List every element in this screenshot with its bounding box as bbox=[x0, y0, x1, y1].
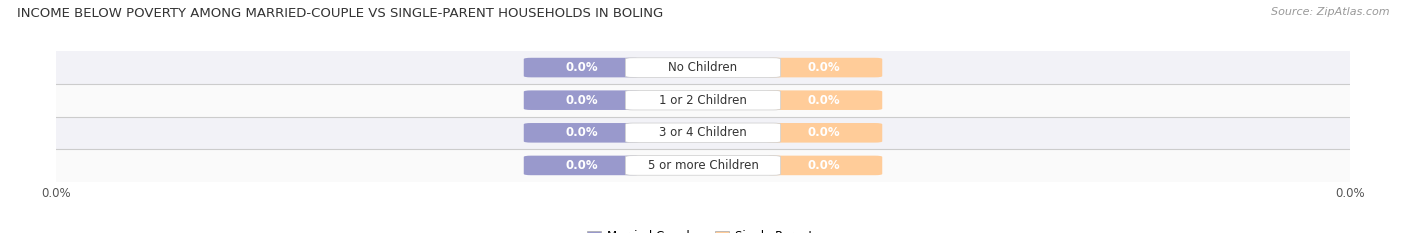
Text: 0.0%: 0.0% bbox=[565, 94, 599, 107]
FancyBboxPatch shape bbox=[524, 58, 640, 77]
Legend: Married Couples, Single Parents: Married Couples, Single Parents bbox=[582, 225, 824, 233]
Text: 1 or 2 Children: 1 or 2 Children bbox=[659, 94, 747, 107]
Text: 3 or 4 Children: 3 or 4 Children bbox=[659, 126, 747, 139]
Text: 0.0%: 0.0% bbox=[565, 159, 599, 172]
Text: 0.0%: 0.0% bbox=[807, 159, 841, 172]
Text: INCOME BELOW POVERTY AMONG MARRIED-COUPLE VS SINGLE-PARENT HOUSEHOLDS IN BOLING: INCOME BELOW POVERTY AMONG MARRIED-COUPL… bbox=[17, 7, 664, 20]
Bar bbox=[56, 84, 1350, 116]
Text: 0.0%: 0.0% bbox=[807, 126, 841, 139]
Text: 5 or more Children: 5 or more Children bbox=[648, 159, 758, 172]
Text: 0.0%: 0.0% bbox=[807, 94, 841, 107]
Bar bbox=[56, 51, 1350, 84]
FancyBboxPatch shape bbox=[766, 90, 882, 110]
FancyBboxPatch shape bbox=[766, 123, 882, 143]
Text: 0.0%: 0.0% bbox=[807, 61, 841, 74]
Bar bbox=[56, 149, 1350, 182]
FancyBboxPatch shape bbox=[524, 90, 640, 110]
Text: No Children: No Children bbox=[668, 61, 738, 74]
FancyBboxPatch shape bbox=[626, 123, 780, 143]
FancyBboxPatch shape bbox=[524, 123, 640, 143]
Text: Source: ZipAtlas.com: Source: ZipAtlas.com bbox=[1271, 7, 1389, 17]
FancyBboxPatch shape bbox=[524, 156, 640, 175]
FancyBboxPatch shape bbox=[626, 58, 780, 77]
FancyBboxPatch shape bbox=[766, 58, 882, 77]
FancyBboxPatch shape bbox=[766, 156, 882, 175]
FancyBboxPatch shape bbox=[626, 156, 780, 175]
Text: 0.0%: 0.0% bbox=[565, 61, 599, 74]
Text: 0.0%: 0.0% bbox=[565, 126, 599, 139]
FancyBboxPatch shape bbox=[626, 90, 780, 110]
Bar bbox=[56, 116, 1350, 149]
